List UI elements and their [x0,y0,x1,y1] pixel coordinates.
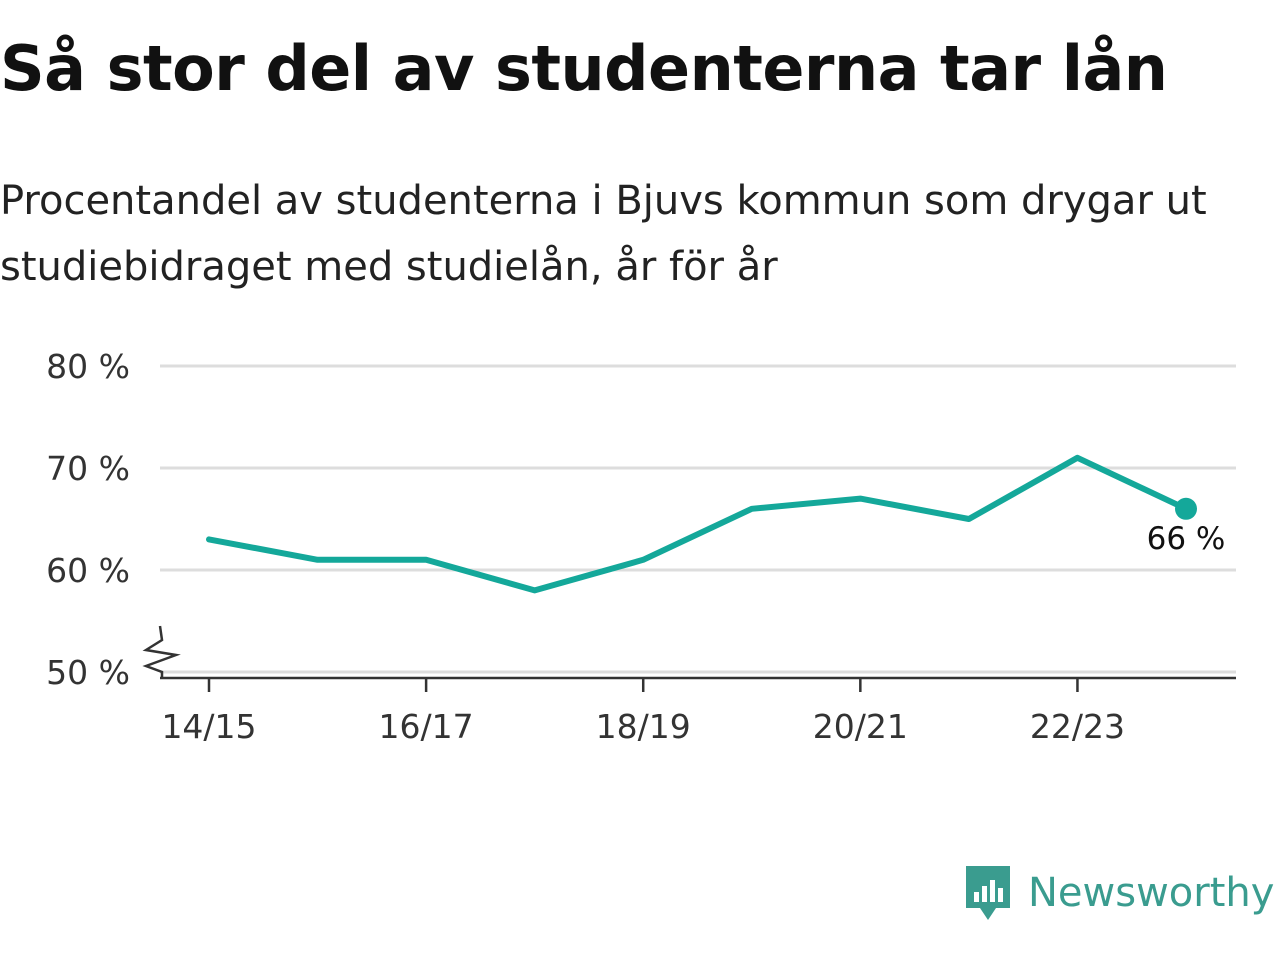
series-line [206,454,1189,594]
y-tick-label: 70 % [46,449,130,488]
x-tick-label: 20/21 [813,707,908,746]
y-tick-label: 50 % [46,653,130,692]
brand-logo: Newsworthy [962,862,1274,924]
series-layer [206,454,1197,594]
labels: 50 % 60 % 70 % 80 % 14/15 16/17 18/19 20/21 22/2… [46,347,1225,746]
x-tick-label: 14/15 [161,707,256,746]
chart-title: Så stor del av studenterna tar lån [0,32,1168,105]
newsworthy-logo-icon [966,866,1010,920]
x-tick-label: 16/17 [379,707,474,746]
gridlines [160,364,1236,674]
y-tick-label: 80 % [46,347,130,386]
last-value-label: 66 % [1147,521,1226,557]
x-axis [142,625,1236,692]
brand-name: Newsworthy [1028,870,1275,916]
x-tick-label: 22/23 [1030,707,1125,746]
y-tick-label: 60 % [46,551,130,590]
chart-subtitle: Procentandel av studenterna i Bjuvs komm… [0,178,1207,290]
x-tick-label: 18/19 [596,707,691,746]
y-axis-break-icon [142,625,181,678]
last-data-point [1175,497,1197,520]
